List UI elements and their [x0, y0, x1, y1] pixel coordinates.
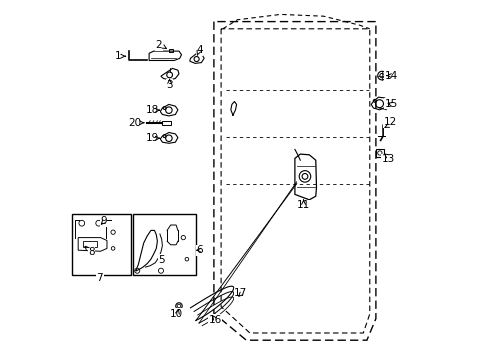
Text: 4: 4 [196, 45, 203, 55]
Text: 2: 2 [155, 40, 162, 50]
Text: 13: 13 [381, 154, 394, 164]
Text: 18: 18 [146, 105, 159, 115]
Polygon shape [370, 97, 386, 110]
Text: 17: 17 [234, 288, 247, 298]
Bar [168, 49, 173, 52]
Text: 6: 6 [196, 245, 203, 255]
Polygon shape [161, 68, 179, 80]
Text: 9: 9 [100, 216, 106, 226]
Polygon shape [149, 51, 181, 60]
Bar [83, 241, 97, 247]
Text: 10: 10 [169, 309, 183, 319]
Text: 14: 14 [384, 71, 397, 81]
Polygon shape [160, 104, 178, 116]
Polygon shape [78, 238, 107, 251]
Bar [72, 214, 131, 275]
Text: 20: 20 [128, 118, 141, 128]
Text: 12: 12 [383, 117, 396, 127]
Text: 5: 5 [158, 255, 164, 265]
Bar [133, 214, 196, 275]
Polygon shape [189, 54, 204, 63]
Polygon shape [160, 132, 178, 143]
Text: 11: 11 [297, 200, 310, 210]
Text: 3: 3 [166, 80, 173, 90]
Text: 1: 1 [114, 51, 121, 61]
Bar [375, 149, 383, 157]
Text: 7: 7 [96, 273, 103, 283]
Polygon shape [294, 154, 316, 200]
Text: 19: 19 [146, 133, 159, 143]
Text: 16: 16 [208, 315, 221, 325]
Bar [162, 121, 171, 125]
Text: 8: 8 [88, 247, 95, 257]
Text: 15: 15 [384, 99, 397, 109]
